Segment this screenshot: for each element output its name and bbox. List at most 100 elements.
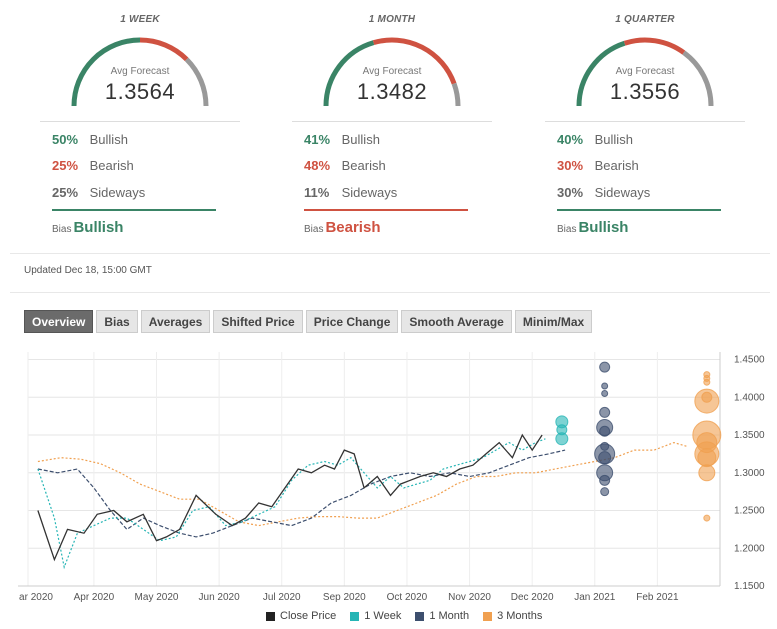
series-line-1-month xyxy=(37,449,566,538)
bullish-label: Bullish xyxy=(89,132,128,147)
bullish-row: 40% Bullish xyxy=(557,132,633,147)
bearish-row: 48% Bearish xyxy=(304,158,386,173)
forecast-bubble xyxy=(600,487,610,497)
forecast-gauge xyxy=(71,37,209,107)
sideways-label: Sideways xyxy=(341,185,398,200)
divider xyxy=(292,121,492,122)
forecast-gauge xyxy=(323,37,461,107)
forecast-bubble xyxy=(703,514,711,522)
chart-tabs: Overview Bias Averages Shifted Price Pri… xyxy=(24,310,593,333)
y-tick-label: 1.4000 xyxy=(734,392,765,403)
bearish-pct: 48% xyxy=(304,158,331,173)
bullish-label: Bullish xyxy=(594,132,633,147)
bullish-pct: 40% xyxy=(557,132,584,147)
bias: Bias Bearish xyxy=(304,219,380,236)
sideways-row: 25% Sideways xyxy=(52,185,145,200)
forecast-bubble xyxy=(703,374,711,382)
legend-label: 1 Week xyxy=(364,610,402,622)
tab-overview[interactable]: Overview xyxy=(24,310,94,333)
legend-item-week[interactable]: 1 Week xyxy=(350,610,401,622)
bias-value: Bullish xyxy=(578,219,629,236)
avg-forecast-label: Avg Forecast xyxy=(362,66,422,77)
bearish-label: Bearish xyxy=(89,158,134,173)
sideways-pct: 25% xyxy=(52,185,79,200)
forecast-bubble xyxy=(599,361,611,373)
x-tick-label: Jul 2020 xyxy=(263,592,301,603)
legend-label: 3 Months xyxy=(497,610,543,622)
gauge-arc-segment xyxy=(451,82,461,107)
gauge-arc-segment xyxy=(623,37,686,55)
forecast-bubble xyxy=(555,432,569,446)
forecast-bubble xyxy=(600,441,610,451)
legend-item-close[interactable]: Close Price xyxy=(266,610,336,622)
panel-title: 1 MONTH xyxy=(368,14,416,25)
series-line-1-week xyxy=(37,438,546,570)
bullish-row: 50% Bullish xyxy=(52,132,128,147)
x-tick-label: Jun 2020 xyxy=(199,592,241,603)
bias: Bias Bullish xyxy=(557,219,628,236)
forecast-bubble xyxy=(599,474,611,486)
bearish-row: 25% Bearish xyxy=(52,158,134,173)
bias-divider xyxy=(304,209,468,211)
bearish-pct: 25% xyxy=(52,158,79,173)
sideways-row: 11% Sideways xyxy=(304,185,397,200)
x-tick-label: Nov 2020 xyxy=(448,592,491,603)
x-tick-label: May 2020 xyxy=(135,592,179,603)
avg-forecast-label: Avg Forecast xyxy=(615,66,675,77)
forecast-bubble xyxy=(601,382,609,390)
gauge-arc-segment xyxy=(139,37,189,62)
divider xyxy=(40,121,240,122)
gauge-arc-segment xyxy=(71,37,141,107)
bearish-label: Bearish xyxy=(594,158,639,173)
section-divider xyxy=(10,253,770,254)
gauge-arc-segment xyxy=(323,40,375,107)
sideways-pct: 11% xyxy=(304,185,330,200)
legend-swatch xyxy=(415,611,425,621)
forecast-bubble xyxy=(599,425,611,437)
forecast-bubble xyxy=(697,448,717,468)
legend-item-quarter[interactable]: 3 Months xyxy=(483,610,542,622)
avg-forecast-value: 1.3482 xyxy=(356,79,428,104)
x-tick-label: Jan 2021 xyxy=(574,592,616,603)
tab-minim-max[interactable]: Minim/Max xyxy=(514,310,593,333)
bias: Bias Bullish xyxy=(52,219,123,236)
forecast-panel-week: 1 WEEK Avg Forecast 1.3564 50% Bullish 2… xyxy=(40,0,240,250)
gauge-arc-segment xyxy=(576,40,626,107)
x-tick-label: Feb 2021 xyxy=(636,592,679,603)
y-tick-label: 1.4500 xyxy=(734,355,765,366)
y-tick-label: 1.3500 xyxy=(734,430,765,441)
bullish-label: Bullish xyxy=(341,132,380,147)
bias-value: Bullish xyxy=(73,219,124,236)
gauge-arc-segment xyxy=(184,57,209,107)
legend-label: Close Price xyxy=(280,610,337,622)
panel-title: 1 WEEK xyxy=(120,14,160,25)
bearish-label: Bearish xyxy=(341,158,386,173)
tab-bias[interactable]: Bias xyxy=(96,310,138,333)
tab-price-change[interactable]: Price Change xyxy=(305,310,399,333)
bias-divider xyxy=(52,209,216,211)
legend-swatch xyxy=(483,611,493,621)
x-tick-label: ar 2020 xyxy=(19,592,53,603)
series-line-close-price xyxy=(37,433,543,562)
bias-prefix: Bias xyxy=(52,224,72,235)
bearish-pct: 30% xyxy=(557,158,584,173)
updated-timestamp: Updated Dec 18, 15:00 GMT xyxy=(24,265,152,276)
bullish-row: 41% Bullish xyxy=(304,132,380,147)
y-tick-label: 1.1500 xyxy=(734,581,765,592)
tab-smooth-average[interactable]: Smooth Average xyxy=(401,310,512,333)
bias-prefix: Bias xyxy=(304,224,324,235)
y-tick-label: 1.2500 xyxy=(734,506,765,517)
tab-averages[interactable]: Averages xyxy=(140,310,211,333)
forecast-bubble xyxy=(694,388,720,414)
legend-item-month[interactable]: 1 Month xyxy=(415,610,469,622)
x-tick-label: Dec 2020 xyxy=(511,592,554,603)
x-tick-label: Sep 2020 xyxy=(323,592,366,603)
chart-legend: Close Price 1 Week 1 Month 3 Months xyxy=(266,610,542,622)
forecast-chart: 1.4500 1.4000 1.3500 1.3000 1.2500 1.2000 1.15… xyxy=(18,352,765,603)
bullish-pct: 50% xyxy=(52,132,79,147)
x-tick-label: Oct 2020 xyxy=(387,592,428,603)
tab-shifted-price[interactable]: Shifted Price xyxy=(213,310,303,333)
y-tick-label: 1.3000 xyxy=(734,468,765,479)
avg-forecast-label: Avg Forecast xyxy=(110,66,170,77)
avg-forecast-value: 1.3556 xyxy=(609,79,681,104)
